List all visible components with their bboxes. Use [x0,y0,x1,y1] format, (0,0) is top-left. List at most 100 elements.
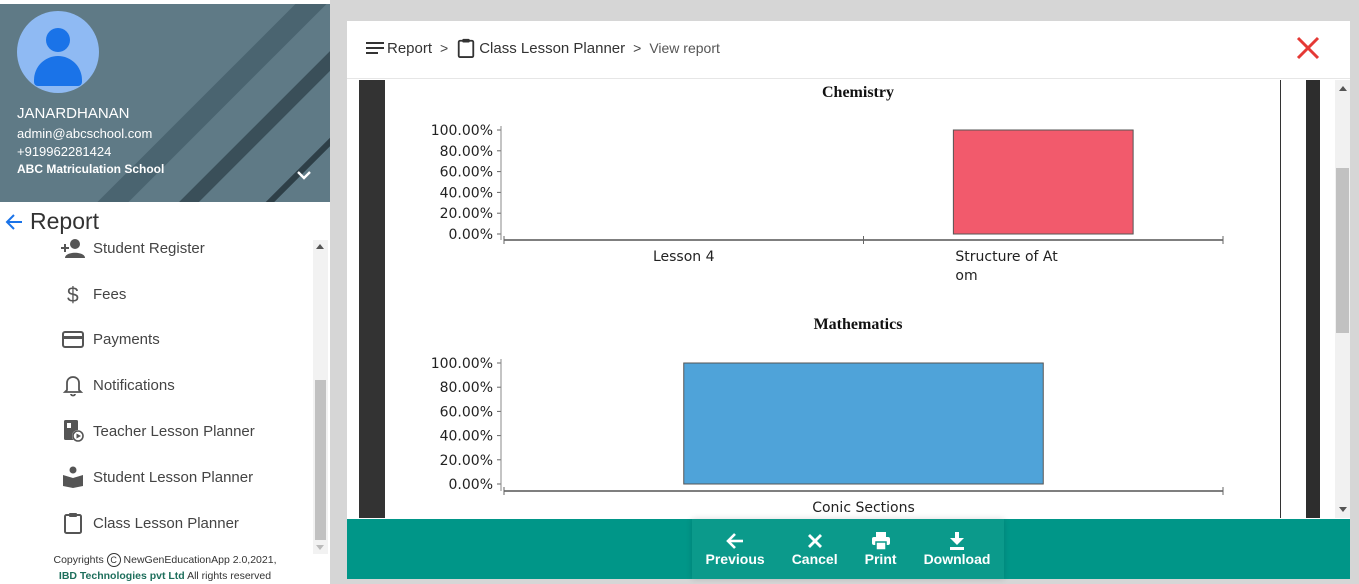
breadcrumb-separator: > [633,40,642,56]
bar [683,362,1044,485]
svg-text:$: $ [67,284,79,306]
top-bar: Report > Class Lesson Planner > View rep… [347,21,1350,79]
chevron-down-icon[interactable] [295,166,313,184]
app-name: NewGenEducationApp 2.0,2021, [123,554,277,566]
y-tick-label: 40.00% [440,429,493,445]
breadcrumb-separator: > [440,40,449,56]
company-name[interactable]: IBD Technologies pvt Ltd [58,570,185,582]
action-bar: Previous Cancel [347,519,1350,579]
copyright-icon: C [106,553,121,568]
scroll-thumb[interactable] [1336,168,1349,333]
copyright-footer: Copyrights C NewGenEducationApp 2.0,2021… [0,552,330,584]
y-tick-label: 100.00% [431,123,493,139]
sidebar-menu: Student Register $ Fees Payments [0,236,312,554]
close-icon [807,531,823,551]
scroll-down-arrow[interactable] [316,545,324,550]
pdf-viewer[interactable]: Chemistry 100.00% 80.00% 60.00% 40.00% 20.00%… [359,80,1281,518]
y-tick-label: 0.00% [449,227,493,243]
print-button[interactable]: Print [865,531,897,567]
breadcrumb-current: View report [649,40,720,56]
scroll-up-arrow[interactable] [316,244,324,249]
teacher-planner-icon [60,418,86,444]
sidebar-item-fees[interactable]: $ Fees [60,279,126,309]
clipboard-icon [458,38,475,58]
sidebar: JANARDHANAN admin@abcschool.com +9199622… [0,0,330,584]
cancel-button[interactable]: Cancel [792,531,838,567]
avatar-body [34,56,82,86]
profile-card: JANARDHANAN admin@abcschool.com +9199622… [0,4,330,202]
printer-icon [871,531,891,551]
cancel-label: Cancel [791,551,838,567]
avatar-head [46,28,70,52]
sidebar-item-label: Student Register [93,239,205,257]
arrow-left-icon[interactable] [4,212,24,232]
download-icon [948,531,966,551]
arrow-left-icon [726,531,744,551]
sidebar-item-label: Notifications [93,376,175,394]
previous-button[interactable]: Previous [706,531,765,567]
scroll-up-arrow[interactable] [1339,86,1347,91]
bell-icon [60,372,86,398]
reading-person-icon [60,464,86,490]
sidebar-item-label: Student Lesson Planner [93,468,254,486]
chart-mathematics: Mathematics 100.00% 80.00% 60.00% 40.00% 20.0… [431,316,1224,516]
print-label: Print [864,551,897,567]
menu-icon[interactable] [365,40,385,56]
y-tick-label: 20.00% [440,206,493,222]
sidebar-item-teacher-lesson-planner[interactable]: Teacher Lesson Planner [60,416,255,446]
sidebar-item-student-lesson-planner[interactable]: Student Lesson Planner [60,462,253,492]
y-tick-label: 40.00% [440,185,493,201]
x-category-label: Lesson 4 [653,249,715,265]
section-title: Report [30,208,100,234]
dollar-icon: $ [60,281,86,307]
credit-card-icon [60,326,86,352]
previous-label: Previous [705,551,765,567]
scroll-thumb[interactable] [315,380,326,540]
scroll-down-arrow[interactable] [1339,507,1347,512]
profile-name: JANARDHANAN [17,105,130,122]
sidebar-item-label: Class Lesson Planner [93,514,239,532]
viewer-scrollbar[interactable] [1306,80,1350,518]
sidebar-item-label: Payments [93,330,160,348]
y-tick-label: 20.00% [440,453,493,469]
download-label: Download [923,551,991,567]
breadcrumb-planner[interactable]: Class Lesson Planner [479,39,626,57]
sidebar-item-class-lesson-planner[interactable]: Class Lesson Planner [60,508,239,538]
sidebar-scrollbar[interactable] [313,240,328,554]
avatar[interactable] [17,11,99,93]
bar [952,129,1134,235]
y-tick-label: 80.00% [440,380,493,396]
viewer-border [1306,80,1320,518]
x-category-label: Structure of At [955,249,1058,265]
add-person-icon [60,236,86,261]
chart-title: Chemistry [822,84,894,101]
y-tick-label: 60.00% [440,165,493,181]
download-button[interactable]: Download [923,531,991,567]
profile-phone: +919962281424 [17,144,112,159]
chart-chemistry: Chemistry 100.00% 80.00% 60.00% 40.00% 20.00%… [431,84,1224,284]
report-page: Chemistry 100.00% 80.00% 60.00% 40.00% 20.00%… [385,80,1280,518]
sidebar-item-notifications[interactable]: Notifications [60,370,175,400]
report-back-header[interactable]: Report [4,208,99,235]
y-tick-label: 80.00% [440,144,493,160]
y-tick-label: 0.00% [449,477,493,493]
sidebar-item-student-register[interactable]: Student Register [60,236,205,263]
y-tick-label: 60.00% [440,404,493,420]
profile-email: admin@abcschool.com [17,126,153,141]
report-viewer-panel: Report > Class Lesson Planner > View rep… [347,21,1350,579]
sidebar-item-payments[interactable]: Payments [60,324,160,354]
close-icon[interactable] [1295,35,1321,61]
x-category-label: Conic Sections [812,500,915,516]
copyright-prefix: Copyrights [53,554,104,566]
clipboard-icon [60,510,86,536]
breadcrumb: Report > Class Lesson Planner > View rep… [365,37,720,59]
sidebar-item-label: Fees [93,285,127,303]
rights-text: All rights reserved [187,570,272,582]
y-tick-label: 100.00% [431,356,493,372]
breadcrumb-report[interactable]: Report [387,39,433,57]
chart-title: Mathematics [814,316,903,333]
report-charts: Chemistry 100.00% 80.00% 60.00% 40.00% 20.00%… [431,84,1224,516]
x-category-label: om [955,268,977,284]
action-buttons: Previous Cancel [692,519,1004,579]
sidebar-item-label: Teacher Lesson Planner [93,422,255,440]
